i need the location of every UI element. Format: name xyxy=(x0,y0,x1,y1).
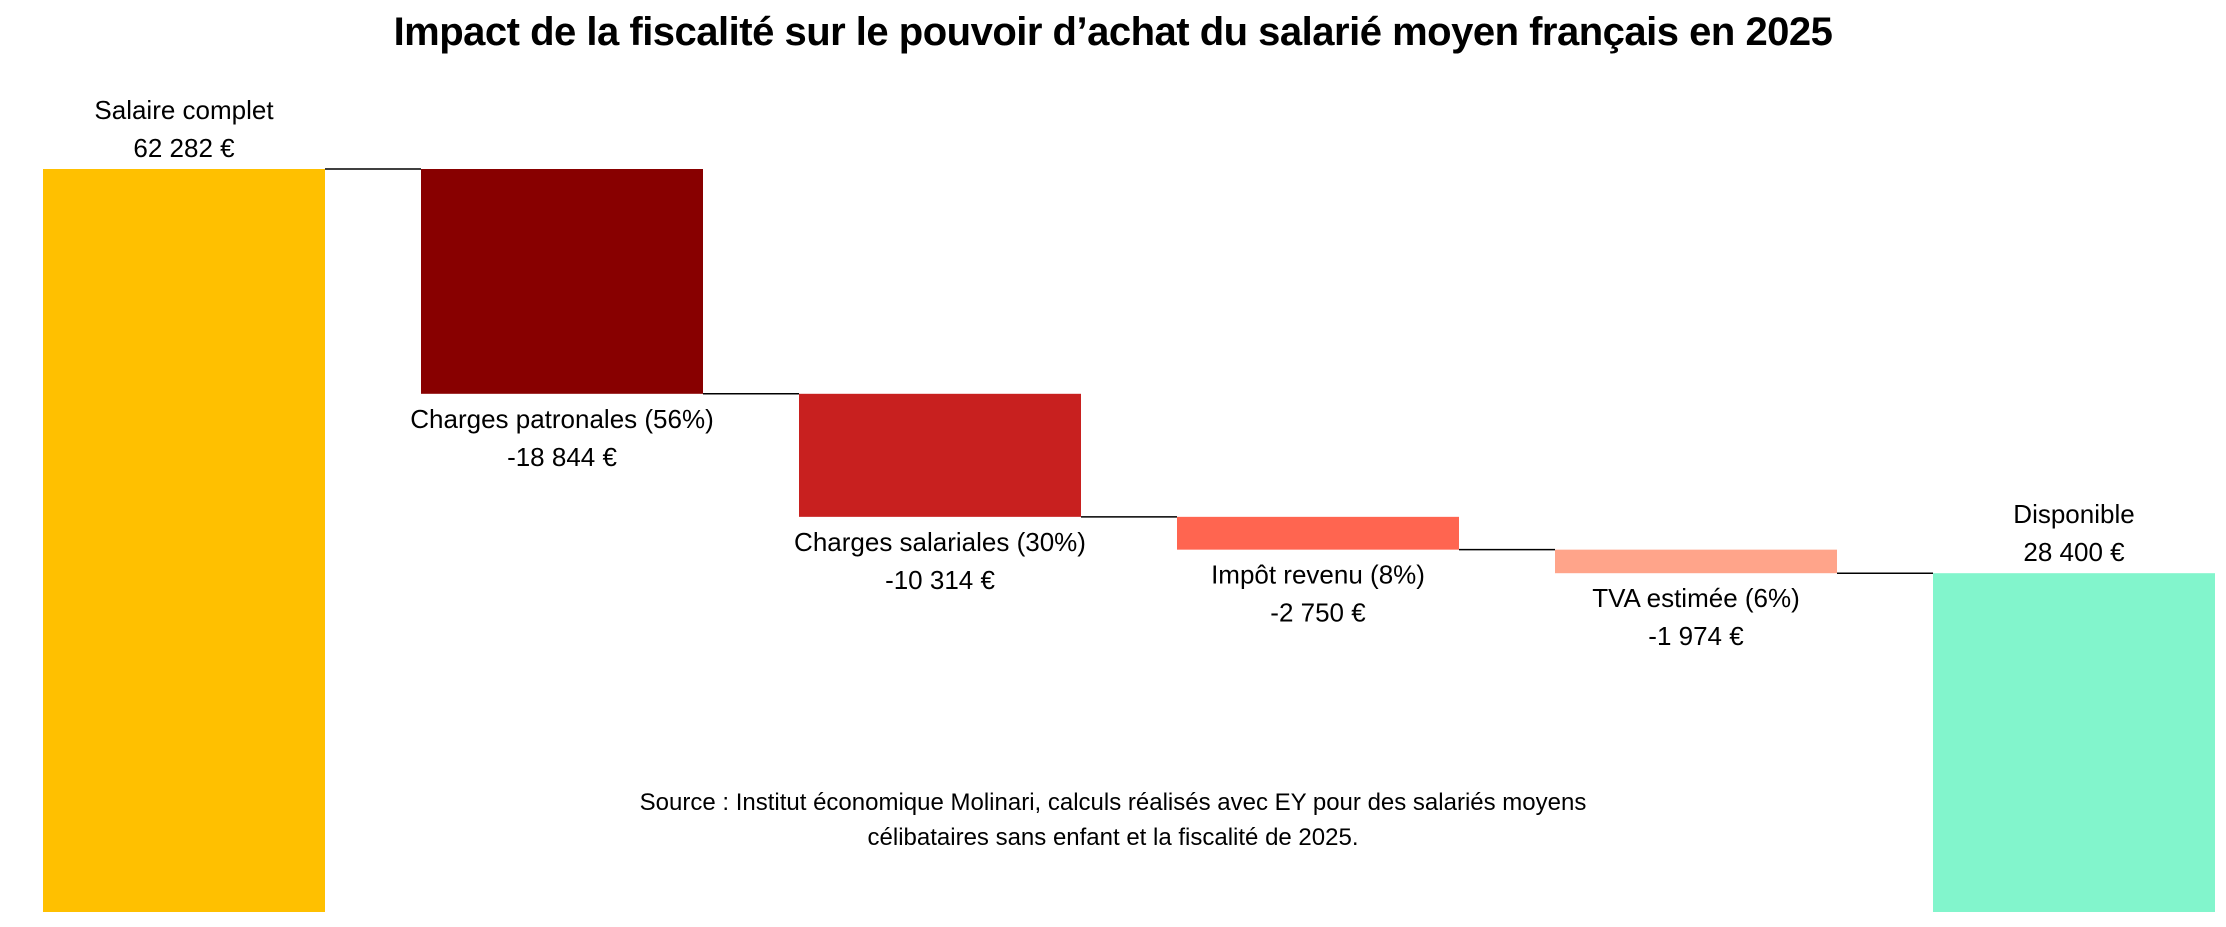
value-label-2: -18 844 € xyxy=(507,442,617,472)
category-label-6: Disponible xyxy=(2013,499,2134,529)
source-line-1: Source : Institut économique Molinari, c… xyxy=(639,789,1587,816)
category-label-2: Charges patronales (56%) xyxy=(410,404,714,434)
bar-2 xyxy=(421,169,703,394)
bar-5 xyxy=(1555,549,1837,574)
bar-1 xyxy=(43,169,325,912)
category-label-3: Charges salariales (30%) xyxy=(794,527,1086,557)
value-label-6: 28 400 € xyxy=(2023,537,2125,567)
chart-title: Impact de la fiscalité sur le pouvoir d’… xyxy=(393,10,1833,54)
source-note: Source : Institut économique Molinari, c… xyxy=(0,785,2226,855)
source-line-2: célibataires sans enfant et la fiscalité… xyxy=(867,824,1359,851)
bar-6 xyxy=(1933,573,2215,912)
value-label-4: -2 750 € xyxy=(1270,598,1366,628)
value-label-1: 62 282 € xyxy=(133,133,235,163)
value-label-3: -10 314 € xyxy=(885,565,995,595)
category-label-5: TVA estimée (6%) xyxy=(1592,583,1800,613)
category-label-4: Impôt revenu (8%) xyxy=(1211,560,1425,590)
bar-3 xyxy=(799,393,1081,517)
bar-4 xyxy=(1177,516,1459,550)
value-label-5: -1 974 € xyxy=(1648,621,1744,651)
category-label-1: Salaire complet xyxy=(94,95,274,125)
